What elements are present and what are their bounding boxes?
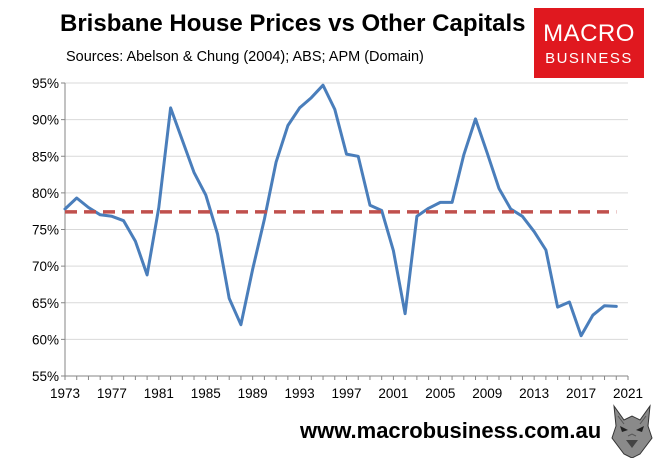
tick-labels: 55% 60% 65% 70% 75% 80% 85% 90% 95% 1973 1977 1981 1… — [32, 76, 643, 401]
wolf-icon — [611, 404, 653, 458]
chart-title: Brisbane House Prices vs Other Capitals — [60, 10, 526, 37]
y-tick-label: 60% — [32, 332, 59, 347]
y-tick-label: 75% — [32, 223, 59, 238]
y-tick-label: 80% — [32, 186, 59, 201]
logo-line-business: BUSINESS — [545, 50, 633, 67]
axes — [61, 82, 629, 380]
series-lines — [63, 83, 618, 338]
y-tick-label: 65% — [32, 296, 59, 311]
x-tick-label: 2009 — [472, 386, 502, 401]
logo-line-macro: MACRO — [543, 20, 635, 47]
x-tick-label: 2001 — [378, 386, 408, 401]
macrobusiness-logo[interactable]: MACRO BUSINESS — [534, 8, 644, 78]
chart-subtitle: Sources: Abelson & Chung (2004); ABS; AP… — [66, 49, 424, 65]
x-tick-label: 1973 — [50, 386, 80, 401]
y-tick-label: 95% — [32, 76, 59, 91]
y-tick-label: 70% — [32, 259, 59, 274]
x-tick-label: 1993 — [285, 386, 315, 401]
x-tick-label: 2021 — [613, 386, 643, 401]
x-tick-label: 2005 — [425, 386, 455, 401]
y-tick-label: 55% — [32, 369, 59, 384]
x-tick-label: 2013 — [519, 386, 549, 401]
footer-url[interactable]: www.macrobusiness.com.au — [300, 418, 602, 443]
y-tick-label: 90% — [32, 113, 59, 128]
x-tick-label: 2017 — [566, 386, 596, 401]
x-tick-label: 1989 — [238, 386, 268, 401]
y-tick-label: 85% — [32, 149, 59, 164]
x-tick-label: 1977 — [97, 386, 127, 401]
grid-lines — [65, 82, 628, 340]
x-tick-label: 1985 — [191, 386, 221, 401]
brisbane-ratio-line — [63, 83, 618, 338]
x-tick-label: 1997 — [331, 386, 361, 401]
x-tick-label: 1981 — [144, 386, 174, 401]
